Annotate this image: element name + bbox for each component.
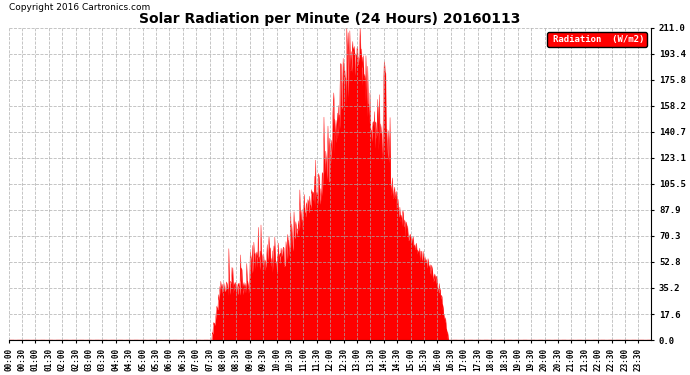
Title: Solar Radiation per Minute (24 Hours) 20160113: Solar Radiation per Minute (24 Hours) 20… — [139, 12, 521, 26]
Legend: Radiation  (W/m2): Radiation (W/m2) — [547, 32, 647, 46]
Text: Copyright 2016 Cartronics.com: Copyright 2016 Cartronics.com — [9, 3, 150, 12]
